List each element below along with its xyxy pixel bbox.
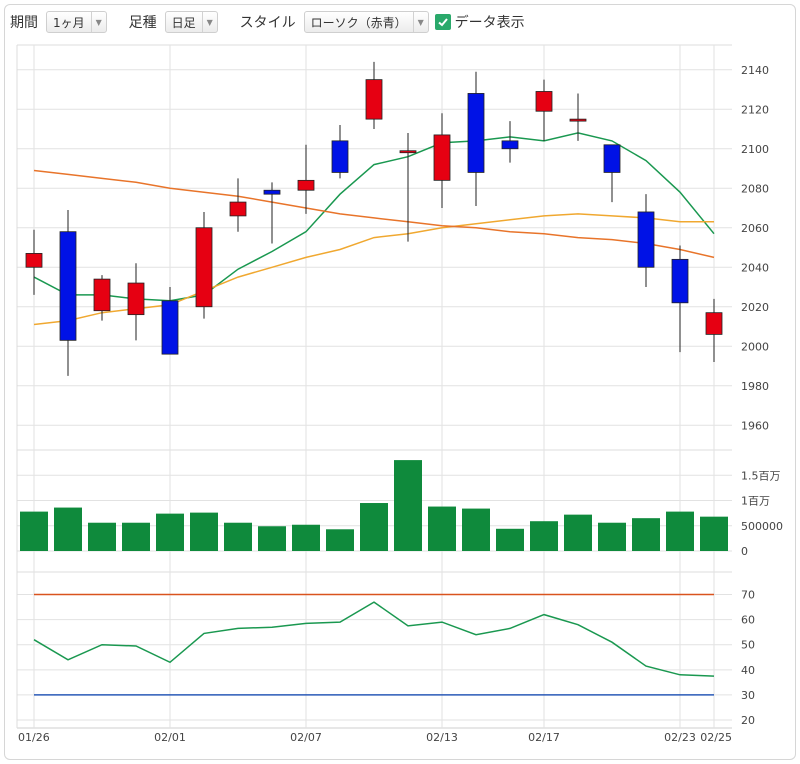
candle-body — [25, 253, 43, 268]
candle-body — [195, 227, 213, 308]
volume-axis-tick: 1.5百万 — [741, 469, 781, 482]
volume-axis-tick: 500000 — [741, 520, 783, 533]
chevron-down-icon: ▼ — [412, 12, 428, 32]
volume-bar — [88, 522, 116, 551]
rsi-axis-tick: 20 — [741, 714, 755, 727]
ma-short-line — [33, 132, 715, 302]
volume-bar — [292, 524, 320, 551]
date-axis-tick: 01/26 — [18, 731, 50, 744]
price-axis-tick: 2120 — [741, 103, 769, 116]
rsi-axis-tick: 40 — [741, 664, 755, 677]
candle-body — [93, 278, 111, 312]
price-axis-tick: 2060 — [741, 222, 769, 235]
volume-bar — [156, 513, 184, 551]
candle-body — [705, 312, 723, 335]
volume-bar — [326, 529, 354, 551]
candle-body — [399, 150, 417, 154]
candle-body — [331, 140, 349, 173]
ma-long-line — [33, 169, 715, 259]
candle-body — [297, 179, 315, 191]
volume-bar — [54, 507, 82, 551]
bar-type-label: 足種 — [128, 15, 157, 31]
period-value: 1ヶ月 — [53, 15, 85, 30]
data-display-label: データ表示 — [454, 15, 525, 31]
price-axis-tick: 1980 — [741, 380, 769, 393]
candle-body — [127, 282, 145, 316]
volume-bar — [190, 512, 218, 551]
volume-bar — [564, 514, 592, 551]
volume-bar — [632, 518, 660, 551]
candle-body — [603, 144, 621, 173]
volume-bar — [258, 526, 286, 551]
volume-bar — [224, 522, 252, 551]
volume-axis-tick: 0 — [741, 545, 748, 558]
price-axis-tick: 2080 — [741, 182, 769, 195]
candle-body — [637, 211, 655, 268]
price-axis-tick: 1960 — [741, 419, 769, 432]
volume-bar — [598, 522, 626, 551]
volume-bar — [394, 460, 422, 551]
bar-type-value: 日足 — [171, 15, 196, 30]
candle-body — [671, 258, 689, 304]
volume-bar — [530, 521, 558, 551]
price-axis-tick: 2000 — [741, 340, 769, 353]
candle-body — [433, 134, 451, 181]
candle-body — [263, 189, 281, 195]
date-axis-tick: 02/23 — [664, 731, 696, 744]
style-select[interactable]: ローソク（赤青） ▼ — [303, 11, 429, 33]
data-display-toggle[interactable]: データ表示 — [434, 12, 525, 32]
chart-panel — [4, 4, 796, 760]
style-label: スタイル — [239, 15, 296, 31]
candle-body — [161, 300, 179, 355]
candle-body — [467, 93, 485, 173]
date-axis-tick: 02/07 — [290, 731, 322, 744]
bar-type-select[interactable]: 日足 ▼ — [164, 11, 218, 33]
ma-mid-line — [33, 213, 714, 326]
toolbar: 期間 1ヶ月 ▼ 足種 日足 ▼ スタイル ローソク（赤青） ▼ データ表示 — [10, 9, 525, 35]
volume-bar — [360, 503, 388, 551]
rsi-axis-tick: 30 — [741, 689, 755, 702]
date-axis-tick: 02/13 — [426, 731, 458, 744]
period-select[interactable]: 1ヶ月 ▼ — [46, 11, 107, 33]
rsi-axis-tick: 50 — [741, 639, 755, 652]
volume-bar — [666, 511, 694, 551]
volume-bar — [20, 511, 48, 551]
candle-body — [535, 91, 553, 112]
style-value: ローソク（赤青） — [310, 15, 407, 30]
candle-body — [365, 79, 383, 120]
candle-body — [229, 201, 247, 217]
price-axis-tick: 2140 — [741, 64, 769, 77]
chevron-down-icon: ▼ — [201, 12, 217, 32]
candle-body — [59, 231, 77, 341]
candle-body — [569, 118, 587, 122]
rsi-axis-tick: 60 — [741, 614, 755, 627]
date-axis-tick: 02/25 — [700, 731, 732, 744]
checkbox-checked-icon[interactable] — [434, 14, 451, 30]
date-axis-tick: 02/17 — [528, 731, 560, 744]
period-label: 期間 — [10, 15, 38, 31]
volume-bar — [462, 508, 490, 551]
price-axis-tick: 2020 — [741, 301, 769, 314]
volume-bar — [428, 506, 456, 551]
rsi-axis-tick: 70 — [741, 589, 755, 602]
volume-axis-tick: 1百万 — [741, 495, 770, 508]
price-axis-tick: 2100 — [741, 143, 769, 156]
volume-bar — [700, 516, 728, 551]
volume-bar — [122, 522, 150, 551]
chevron-down-icon: ▼ — [90, 12, 106, 32]
date-axis-tick: 02/01 — [154, 731, 186, 744]
price-axis-tick: 2040 — [741, 261, 769, 274]
volume-bar — [496, 528, 524, 551]
candle-body — [501, 140, 519, 150]
rsi-line — [33, 601, 715, 677]
